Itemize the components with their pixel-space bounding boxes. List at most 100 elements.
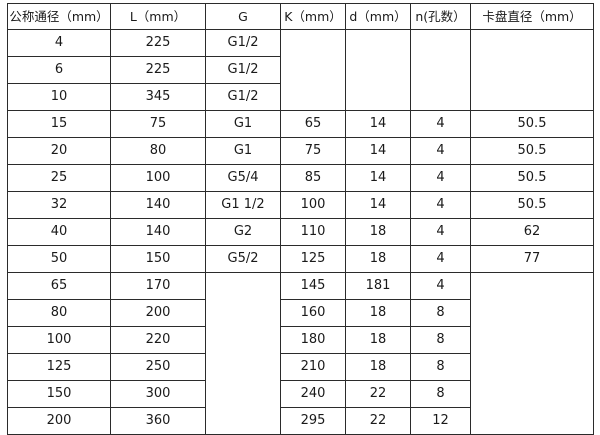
cell-hole-count: 4 [410, 137, 471, 165]
cell-thread-g: G1/2 [205, 56, 281, 84]
table-row: 25 100 G5/4 85 14 4 50.5 [7, 164, 594, 192]
cell-d: 14 [345, 164, 411, 192]
cell-length: 300 [110, 380, 206, 408]
cell-thread-g-empty-merged [205, 272, 281, 435]
cell-k: 65 [280, 110, 346, 138]
cell-length: 360 [110, 407, 206, 435]
cell-thread-g: G5/4 [205, 164, 281, 192]
cell-thread-g: G5/2 [205, 245, 281, 273]
cell-d: 14 [345, 191, 411, 219]
cell-length: 220 [110, 326, 206, 354]
cell-nominal-diameter: 50 [7, 245, 111, 273]
cell-nominal-diameter: 32 [7, 191, 111, 219]
cell-thread-g: G2 [205, 218, 281, 246]
cell-length: 250 [110, 353, 206, 381]
table-row: 4 225 G1/2 [7, 29, 594, 111]
cell-length: 200 [110, 299, 206, 327]
cell-thread-g: G1 1/2 [205, 191, 281, 219]
cell-length: 100 [110, 164, 206, 192]
cell-hole-count-empty-merged [410, 29, 471, 111]
cell-k: 100 [280, 191, 346, 219]
column-header-length: L（mm） [110, 3, 206, 30]
cell-length: 170 [110, 272, 206, 300]
cell-chuck-diameter: 62 [470, 218, 594, 246]
cell-length: 225 [110, 56, 206, 84]
cell-chuck-diameter: 50.5 [470, 191, 594, 219]
cell-k: 110 [280, 218, 346, 246]
specification-table: 公称通径（mm） L（mm） G K（mm） d（mm） n(孔数） 卡盘直径（… [7, 3, 594, 435]
cell-length: 140 [110, 191, 206, 219]
cell-hole-count: 4 [410, 110, 471, 138]
table-row: 6 225 G1/2 [7, 56, 594, 84]
column-header-thread-g: G [205, 3, 281, 30]
cell-hole-count: 12 [410, 407, 471, 435]
column-header-k: K（mm） [280, 3, 346, 30]
table-row: 150 300 240 22 8 [7, 380, 594, 408]
cell-nominal-diameter: 100 [7, 326, 111, 354]
table-row: 80 200 160 18 8 [7, 299, 594, 327]
cell-length: 225 [110, 29, 206, 57]
table-row: 32 140 G1 1/2 100 14 4 50.5 [7, 191, 594, 219]
cell-chuck-diameter: 77 [470, 245, 594, 273]
table-row: 50 150 G5/2 125 18 4 77 [7, 245, 594, 273]
cell-chuck-diameter: 50.5 [470, 110, 594, 138]
cell-nominal-diameter: 25 [7, 164, 111, 192]
cell-thread-g: G1 [205, 110, 281, 138]
cell-length: 150 [110, 245, 206, 273]
column-header-nominal-diameter: 公称通径（mm） [7, 3, 111, 30]
cell-d: 18 [345, 326, 411, 354]
cell-k: 240 [280, 380, 346, 408]
table-row: 125 250 210 18 8 [7, 353, 594, 381]
table-row: 65 170 145 181 4 [7, 272, 594, 435]
cell-chuck-diameter: 50.5 [470, 137, 594, 165]
cell-k: 125 [280, 245, 346, 273]
cell-nominal-diameter: 65 [7, 272, 111, 300]
cell-thread-g: G1 [205, 137, 281, 165]
cell-k: 145 [280, 272, 346, 300]
cell-k-empty-merged [280, 29, 346, 111]
cell-d: 18 [345, 218, 411, 246]
cell-hole-count: 4 [410, 191, 471, 219]
cell-hole-count: 8 [410, 380, 471, 408]
cell-d: 18 [345, 299, 411, 327]
cell-chuck-diameter-empty-merged-bottom [470, 272, 594, 435]
cell-hole-count: 8 [410, 299, 471, 327]
cell-length: 75 [110, 110, 206, 138]
cell-nominal-diameter: 80 [7, 299, 111, 327]
cell-nominal-diameter: 125 [7, 353, 111, 381]
cell-length: 345 [110, 83, 206, 111]
cell-d-empty-merged [345, 29, 411, 111]
cell-nominal-diameter: 20 [7, 137, 111, 165]
column-header-chuck-diameter: 卡盘直径（mm） [470, 3, 594, 30]
cell-k: 75 [280, 137, 346, 165]
cell-k: 295 [280, 407, 346, 435]
cell-nominal-diameter: 200 [7, 407, 111, 435]
cell-d: 181 [345, 272, 411, 300]
table-header: 公称通径（mm） L（mm） G K（mm） d（mm） n(孔数） 卡盘直径（… [7, 3, 594, 30]
table-body: 4 225 G1/2 6 225 G1/2 10 345 G1/2 15 [7, 29, 594, 435]
header-row: 公称通径（mm） L（mm） G K（mm） d（mm） n(孔数） 卡盘直径（… [7, 3, 594, 30]
cell-nominal-diameter: 6 [7, 56, 111, 84]
cell-thread-g: G1/2 [205, 29, 281, 57]
cell-nominal-diameter: 4 [7, 29, 111, 57]
cell-hole-count: 4 [410, 164, 471, 192]
column-header-d: d（mm） [345, 3, 411, 30]
cell-d: 18 [345, 245, 411, 273]
specification-table-container: 公称通径（mm） L（mm） G K（mm） d（mm） n(孔数） 卡盘直径（… [7, 3, 594, 435]
cell-thread-g: G1/2 [205, 83, 281, 111]
cell-d: 18 [345, 353, 411, 381]
cell-nominal-diameter: 40 [7, 218, 111, 246]
cell-chuck-diameter: 50.5 [470, 164, 594, 192]
cell-hole-count: 4 [410, 245, 471, 273]
cell-k: 210 [280, 353, 346, 381]
table-row: 20 80 G1 75 14 4 50.5 [7, 137, 594, 165]
cell-hole-count: 4 [410, 272, 471, 300]
cell-k: 160 [280, 299, 346, 327]
cell-length: 140 [110, 218, 206, 246]
cell-nominal-diameter: 15 [7, 110, 111, 138]
cell-d: 22 [345, 407, 411, 435]
cell-k: 85 [280, 164, 346, 192]
cell-k: 180 [280, 326, 346, 354]
cell-d: 22 [345, 380, 411, 408]
cell-nominal-diameter: 150 [7, 380, 111, 408]
